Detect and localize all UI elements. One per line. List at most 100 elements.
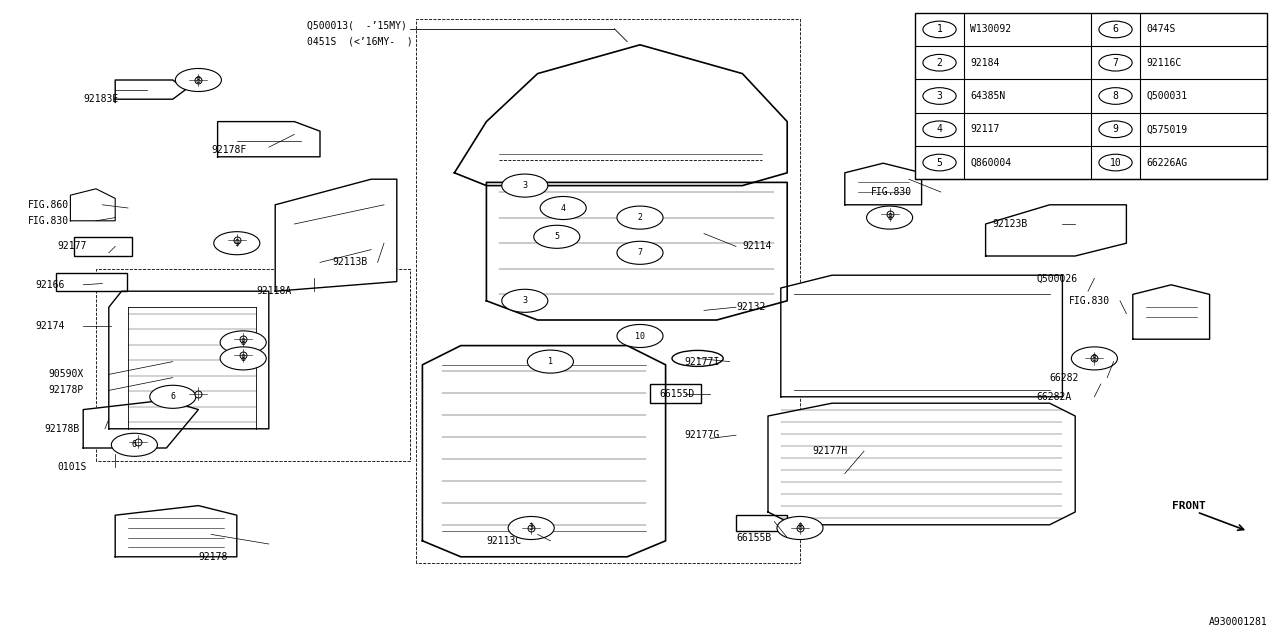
- Text: 92177I: 92177I: [685, 356, 721, 367]
- Text: 92178: 92178: [198, 552, 228, 562]
- Text: 3: 3: [522, 181, 527, 190]
- Polygon shape: [1133, 285, 1210, 339]
- Text: 0451S  (<’16MY-  ): 0451S (<’16MY- ): [307, 36, 413, 47]
- Text: 10: 10: [635, 332, 645, 340]
- Text: 3: 3: [529, 524, 534, 532]
- Text: 92178B: 92178B: [45, 424, 81, 434]
- Circle shape: [617, 241, 663, 264]
- Text: 92177H: 92177H: [813, 446, 849, 456]
- Polygon shape: [454, 45, 787, 186]
- Circle shape: [1071, 347, 1117, 370]
- Circle shape: [111, 433, 157, 456]
- Circle shape: [923, 54, 956, 71]
- Circle shape: [1098, 54, 1133, 71]
- Polygon shape: [109, 291, 269, 429]
- Bar: [74, 237, 132, 256]
- Text: 8: 8: [1092, 354, 1097, 363]
- Circle shape: [220, 331, 266, 354]
- Circle shape: [508, 516, 554, 540]
- Text: 8: 8: [196, 76, 201, 84]
- Text: 92123B: 92123B: [992, 219, 1028, 229]
- Polygon shape: [83, 400, 198, 448]
- Circle shape: [923, 21, 956, 38]
- Polygon shape: [115, 80, 186, 102]
- Circle shape: [540, 196, 586, 220]
- Text: 66155B: 66155B: [736, 532, 772, 543]
- Bar: [56, 273, 127, 291]
- Text: 8: 8: [1112, 91, 1119, 101]
- Bar: [915, 13, 1267, 179]
- Text: 92174: 92174: [36, 321, 65, 332]
- Text: 92184: 92184: [970, 58, 1000, 68]
- Text: 8: 8: [797, 524, 803, 532]
- Polygon shape: [845, 163, 922, 205]
- Text: 0474S: 0474S: [1147, 24, 1175, 35]
- Text: 92113C: 92113C: [486, 536, 522, 546]
- Text: 92178F: 92178F: [211, 145, 247, 156]
- Polygon shape: [115, 506, 237, 557]
- Text: 92118A: 92118A: [256, 286, 292, 296]
- Text: 90590X: 90590X: [49, 369, 84, 380]
- Text: 66282: 66282: [1050, 372, 1079, 383]
- Text: 8: 8: [887, 213, 892, 222]
- Circle shape: [867, 206, 913, 229]
- Circle shape: [214, 232, 260, 255]
- Text: 92177G: 92177G: [685, 430, 721, 440]
- Text: 3: 3: [937, 91, 942, 101]
- Bar: [736, 515, 787, 531]
- Text: 3: 3: [522, 296, 527, 305]
- Circle shape: [175, 68, 221, 92]
- Text: 92166: 92166: [36, 280, 65, 290]
- Text: 66282A: 66282A: [1037, 392, 1073, 402]
- Text: 8: 8: [241, 338, 246, 347]
- Circle shape: [220, 347, 266, 370]
- Text: FIG.830: FIG.830: [28, 216, 69, 226]
- Polygon shape: [781, 275, 1062, 397]
- Polygon shape: [70, 189, 115, 221]
- Text: 5: 5: [554, 232, 559, 241]
- Circle shape: [502, 174, 548, 197]
- Text: 64385N: 64385N: [970, 91, 1006, 101]
- Polygon shape: [275, 179, 397, 291]
- Text: Q500013(  -’15MY): Q500013( -’15MY): [307, 20, 407, 31]
- Text: 9: 9: [234, 239, 239, 248]
- Text: 8: 8: [241, 354, 246, 363]
- Text: 92114: 92114: [742, 241, 772, 252]
- Text: 2: 2: [637, 213, 643, 222]
- Circle shape: [1098, 88, 1133, 104]
- Text: 7: 7: [1112, 58, 1119, 68]
- Text: 2: 2: [937, 58, 942, 68]
- Text: Q500026: Q500026: [1037, 273, 1078, 284]
- Text: 1: 1: [548, 357, 553, 366]
- Polygon shape: [986, 205, 1126, 256]
- Text: 6: 6: [132, 440, 137, 449]
- Circle shape: [502, 289, 548, 312]
- Circle shape: [1098, 21, 1133, 38]
- Text: A930001281: A930001281: [1208, 617, 1267, 627]
- Text: 1: 1: [937, 24, 942, 35]
- Text: W130092: W130092: [970, 24, 1011, 35]
- Circle shape: [617, 324, 663, 348]
- Text: 7: 7: [637, 248, 643, 257]
- Polygon shape: [486, 182, 787, 320]
- Text: 92183E: 92183E: [83, 94, 119, 104]
- Ellipse shape: [672, 351, 723, 366]
- Text: 92116C: 92116C: [1147, 58, 1181, 68]
- Polygon shape: [422, 346, 666, 557]
- Text: 9: 9: [1112, 124, 1119, 134]
- Circle shape: [923, 88, 956, 104]
- Text: FIG.830: FIG.830: [870, 187, 911, 197]
- Circle shape: [527, 350, 573, 373]
- Text: Q860004: Q860004: [970, 157, 1011, 168]
- Text: Q500031: Q500031: [1147, 91, 1188, 101]
- Text: 92177: 92177: [58, 241, 87, 252]
- Text: FRONT: FRONT: [1172, 500, 1206, 511]
- Text: 92178P: 92178P: [49, 385, 84, 396]
- Text: 4: 4: [937, 124, 942, 134]
- Text: FIG.830: FIG.830: [1069, 296, 1110, 306]
- Circle shape: [1098, 121, 1133, 138]
- Text: 4: 4: [561, 204, 566, 212]
- Text: 92117: 92117: [970, 124, 1000, 134]
- Polygon shape: [768, 403, 1075, 525]
- Text: FIG.860: FIG.860: [28, 200, 69, 210]
